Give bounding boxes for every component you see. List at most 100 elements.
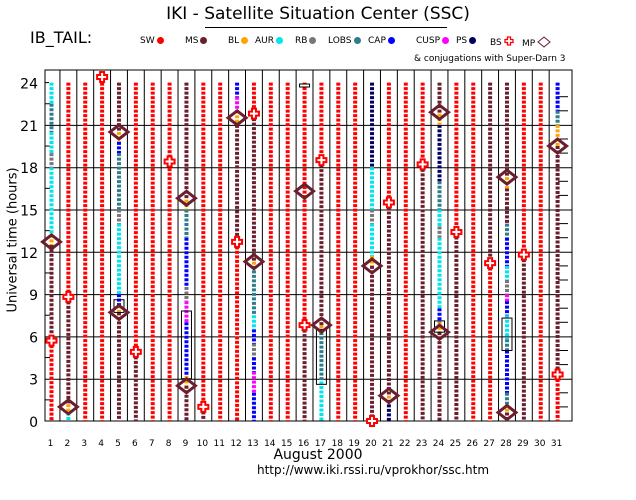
legend-dot-icon — [241, 37, 249, 44]
legend-item-rb: RB — [295, 36, 317, 46]
magnetopause-diamond-day-9 — [175, 189, 198, 208]
magnetopause-diamond-day-5 — [107, 123, 131, 141]
y-tick-label: 24 — [20, 77, 38, 93]
magnetopause-diamond-day-21 — [377, 386, 401, 405]
conjugation-note: & conjugations with Super-Darn 3 — [414, 54, 566, 64]
legend-label: RB — [295, 36, 308, 46]
legend-label: MP — [522, 39, 536, 49]
legend-item-ps: PS — [456, 36, 477, 46]
y-tick-label: 15 — [20, 204, 38, 220]
x-tick-label: 24 — [433, 439, 445, 449]
x-tick-label: 12 — [230, 439, 241, 449]
legend-item-lobs: LOBS — [328, 36, 361, 46]
bow-shock-cross-day-23 — [416, 158, 429, 171]
magnetopause-diamond-day-2 — [56, 397, 80, 416]
legend-dot-icon — [469, 37, 477, 44]
bow-shock-cross-day-27 — [484, 257, 497, 270]
bow-shock-cross-day-8 — [163, 155, 176, 168]
magnetopause-diamond-day-1 — [40, 233, 63, 251]
magnetopause-diamond-day-5 — [107, 303, 131, 322]
bow-shock-cross-day-21 — [382, 196, 395, 209]
magnetopause-diamond-day-28 — [495, 403, 519, 422]
magnetopause-diamond-day-16 — [293, 182, 316, 201]
bow-shock-cross-day-20 — [366, 415, 379, 427]
x-tick-label: 28 — [500, 439, 512, 449]
x-tick-label: 30 — [534, 439, 546, 449]
y-tick-label: 0 — [29, 415, 38, 431]
legend-item-bs: BS — [490, 36, 514, 48]
bow-shock-cross-day-16 — [298, 319, 311, 332]
legend-cross-icon — [502, 36, 514, 48]
x-axis-label: August 2000 — [273, 447, 363, 463]
bow-shock-cross-day-6 — [129, 345, 142, 358]
bow-shock-cross-day-25 — [450, 226, 463, 239]
x-tick-label: 4 — [98, 439, 104, 449]
legend-dot-icon — [387, 37, 395, 44]
x-tick-label: 16 — [298, 439, 310, 449]
footer-url[interactable]: http://www.iki.rssi.ru/vprokhor/ssc.htm — [256, 463, 490, 477]
x-tick-label: 31 — [551, 439, 562, 449]
legend-item-ms: MS — [185, 36, 208, 46]
legend-item-cap: CAP — [368, 36, 395, 46]
x-tick-label: 14 — [264, 439, 276, 449]
legend-label: CAP — [368, 36, 386, 46]
x-tick-label: 29 — [517, 439, 529, 449]
bow-shock-cross-day-12 — [231, 235, 244, 248]
legend-label: BS — [490, 38, 502, 48]
legend-dot-icon — [156, 37, 164, 44]
legend-label: MS — [185, 36, 199, 46]
bow-shock-cross-day-13 — [247, 107, 260, 120]
magnetopause-diamond-day-31 — [546, 137, 570, 155]
legend-label: PS — [456, 36, 468, 46]
legend-label: LOBS — [328, 36, 352, 46]
magnetopause-diamond-day-12 — [225, 108, 249, 127]
legend-item-bl: BL — [228, 36, 249, 46]
legend-item-aur: AUR — [255, 36, 283, 46]
x-tick-label: 21 — [382, 439, 393, 449]
magnetopause-diamond-day-17 — [309, 316, 333, 335]
x-tick-label: 9 — [183, 439, 189, 449]
magnetopause-diamond-day-13 — [242, 252, 266, 271]
x-tick-label: 25 — [450, 439, 461, 449]
conjugation-box-day-17 — [315, 328, 327, 385]
x-tick-label: 20 — [365, 439, 377, 449]
magnetopause-diamond-day-24 — [428, 103, 451, 122]
x-tick-label: 10 — [197, 439, 209, 449]
marker-box-day-16 — [299, 83, 311, 88]
legend-dot-icon — [353, 37, 361, 44]
x-tick-label: 23 — [416, 439, 427, 449]
bow-shock-cross-day-4 — [96, 70, 109, 83]
conjugation-box-day-24 — [434, 320, 446, 333]
x-tick-label: 19 — [348, 439, 360, 449]
legend-dot-icon — [276, 37, 283, 44]
bow-shock-cross-day-31 — [551, 368, 564, 381]
legend-dot-icon — [442, 37, 450, 44]
legend-label: SW — [140, 36, 155, 46]
legend-label: AUR — [255, 36, 274, 46]
y-tick-label: 18 — [20, 161, 38, 177]
legend-dot-icon — [309, 37, 317, 44]
x-tick-label: 22 — [399, 439, 410, 449]
magnetopause-diamond-day-20 — [360, 256, 384, 275]
y-tick-label: 12 — [20, 246, 38, 262]
x-tick-label: 13 — [247, 439, 258, 449]
x-tick-label: 26 — [467, 439, 479, 449]
bow-shock-cross-day-17 — [315, 154, 328, 167]
bow-shock-cross-day-2 — [62, 290, 75, 303]
magnetopause-diamond-day-28 — [495, 168, 519, 186]
series-label: IB_TAIL: — [30, 28, 93, 47]
title-underline — [205, 27, 447, 28]
legend-label: CUSP — [416, 36, 441, 46]
x-tick-label: 6 — [132, 439, 138, 449]
x-tick-label: 7 — [149, 439, 155, 449]
conjugation-box-day-28 — [501, 317, 513, 352]
legend-dot-icon — [200, 37, 208, 44]
magnetopause-diamond-day-9 — [175, 376, 198, 395]
x-tick-label: 15 — [281, 439, 292, 449]
legend-item-mp: MP — [522, 36, 551, 49]
legend-item-cusp: CUSP — [416, 36, 450, 46]
chart-title: IKI - Satellite Situation Center (SSC) — [166, 4, 470, 24]
x-tick-label: 1 — [48, 439, 54, 449]
x-tick-label: 5 — [115, 439, 121, 449]
